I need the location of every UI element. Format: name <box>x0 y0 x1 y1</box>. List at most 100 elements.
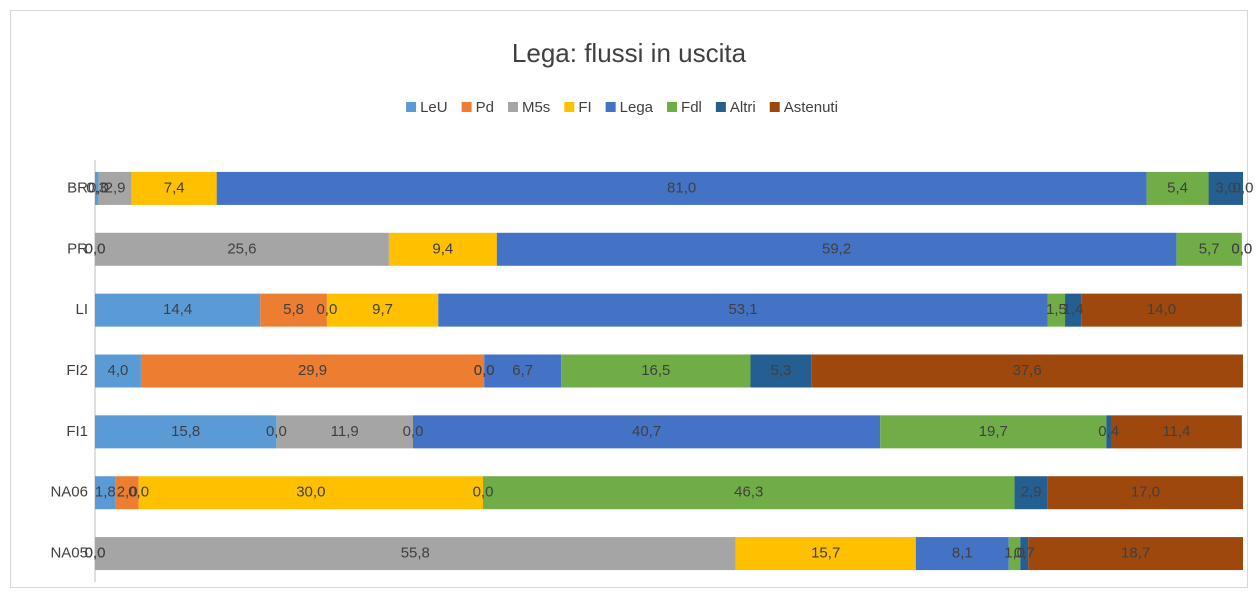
bar-segment <box>1146 171 1209 205</box>
data-label: 25,6 <box>227 240 256 257</box>
bar-segment <box>95 415 277 449</box>
data-label: 9,4 <box>432 240 453 257</box>
data-label: 46,3 <box>734 484 763 501</box>
data-label: 0,0 <box>85 240 106 257</box>
data-label: 0,7 <box>1014 545 1035 562</box>
data-label: 5,8 <box>283 301 304 318</box>
bar-segment <box>95 354 141 388</box>
data-label: 53,1 <box>728 301 757 318</box>
data-label: 9,7 <box>372 301 393 318</box>
data-label: 0,3 <box>86 179 107 196</box>
bar-segment <box>483 476 1015 510</box>
bar-segment <box>95 293 261 327</box>
bar-segment <box>1065 293 1082 327</box>
bar-segment <box>915 537 1009 571</box>
data-label: 30,0 <box>296 484 325 501</box>
data-label: 0,0 <box>474 362 495 379</box>
data-label: 11,4 <box>1162 423 1190 440</box>
data-label: 3,0 <box>1215 179 1236 196</box>
bar-segment <box>1106 415 1111 449</box>
bar-segment <box>260 293 327 327</box>
legend-label: Astenuti <box>784 99 838 116</box>
bar-segment <box>1047 293 1066 327</box>
bar-segment <box>484 354 562 388</box>
data-label: 14,0 <box>1147 301 1176 318</box>
data-label: 0,0 <box>1231 240 1252 257</box>
data-label: 0,0 <box>1231 240 1252 257</box>
data-label: 2,9 <box>1021 484 1042 501</box>
legend-swatch <box>715 102 726 112</box>
data-label: 18,7 <box>1121 545 1150 562</box>
data-label: 1,8 <box>95 484 116 501</box>
data-label: 15,8 <box>171 423 200 440</box>
legend-label: Fdl <box>681 99 702 116</box>
bar-segment <box>98 171 132 205</box>
legend-swatch <box>667 102 678 112</box>
bar-segment <box>496 232 1177 266</box>
bar-segment <box>216 171 1147 205</box>
data-label: 0,0 <box>473 484 494 501</box>
legend-swatch <box>769 102 780 112</box>
bar-segment <box>1081 293 1242 327</box>
y-tick-label: FI2 <box>66 362 88 379</box>
bar-segment <box>1014 476 1048 510</box>
data-label: 8,1 <box>952 545 973 562</box>
data-label: 7,4 <box>164 179 185 196</box>
data-label: 0,0 <box>85 545 106 562</box>
bar-segment <box>138 476 484 510</box>
data-label: 81,0 <box>667 179 696 196</box>
bar-segment <box>276 415 413 449</box>
data-label: 29,9 <box>298 362 327 379</box>
bar-segment <box>140 354 485 388</box>
y-tick-label: NA05 <box>50 545 88 562</box>
bar-segment <box>561 354 751 388</box>
data-label: 4,0 <box>108 362 129 379</box>
legend-swatch <box>461 102 472 112</box>
legend-swatch <box>507 102 518 112</box>
data-label: 11,9 <box>331 423 359 440</box>
data-label: 19,7 <box>979 423 1008 440</box>
bar-segment <box>811 354 1243 388</box>
data-label: 0,0 <box>474 362 495 379</box>
data-label: 59,2 <box>822 240 851 257</box>
bar-segment <box>326 293 439 327</box>
data-label: 5,3 <box>771 362 792 379</box>
bar-segment <box>1110 415 1242 449</box>
data-label: 2,9 <box>105 179 126 196</box>
data-label: 0,0 <box>128 484 149 501</box>
bar-segment <box>750 354 812 388</box>
data-label: 0,4 <box>1098 423 1119 440</box>
legend-label: LeU <box>420 99 448 116</box>
bar-segment <box>1008 537 1021 571</box>
bar-segment <box>438 293 1048 327</box>
data-label: 0,0 <box>88 179 109 196</box>
legend-swatch <box>564 102 575 112</box>
data-label: 55,8 <box>401 545 430 562</box>
legend-label: FI <box>578 99 591 116</box>
data-label: 0,0 <box>1233 179 1254 196</box>
bar-segment <box>131 171 217 205</box>
data-label: 37,6 <box>1013 362 1042 379</box>
chart-title: Lega: flussi in uscita <box>512 38 747 68</box>
data-label: 0,0 <box>403 423 424 440</box>
bar-segment <box>95 171 99 205</box>
data-label: 1,0 <box>1004 545 1025 562</box>
y-tick-label: FI1 <box>66 423 88 440</box>
data-label: 5,7 <box>1199 240 1220 257</box>
data-label: 15,7 <box>811 545 840 562</box>
bar-segment <box>1028 537 1243 571</box>
legend-label: Lega <box>620 99 654 116</box>
data-label: 1,5 <box>1046 301 1067 318</box>
legend-swatch <box>605 102 616 112</box>
legend-label: M5s <box>522 99 550 116</box>
y-tick-label: NA06 <box>50 484 88 501</box>
data-label: 16,5 <box>641 362 670 379</box>
data-label: 40,7 <box>632 423 661 440</box>
data-label: 17,0 <box>1131 484 1160 501</box>
data-label: 0,0 <box>316 301 337 318</box>
bar-segment <box>1020 537 1029 571</box>
legend-label: Altri <box>730 99 756 116</box>
bar-segment <box>115 476 139 510</box>
data-label: 0,0 <box>85 545 106 562</box>
